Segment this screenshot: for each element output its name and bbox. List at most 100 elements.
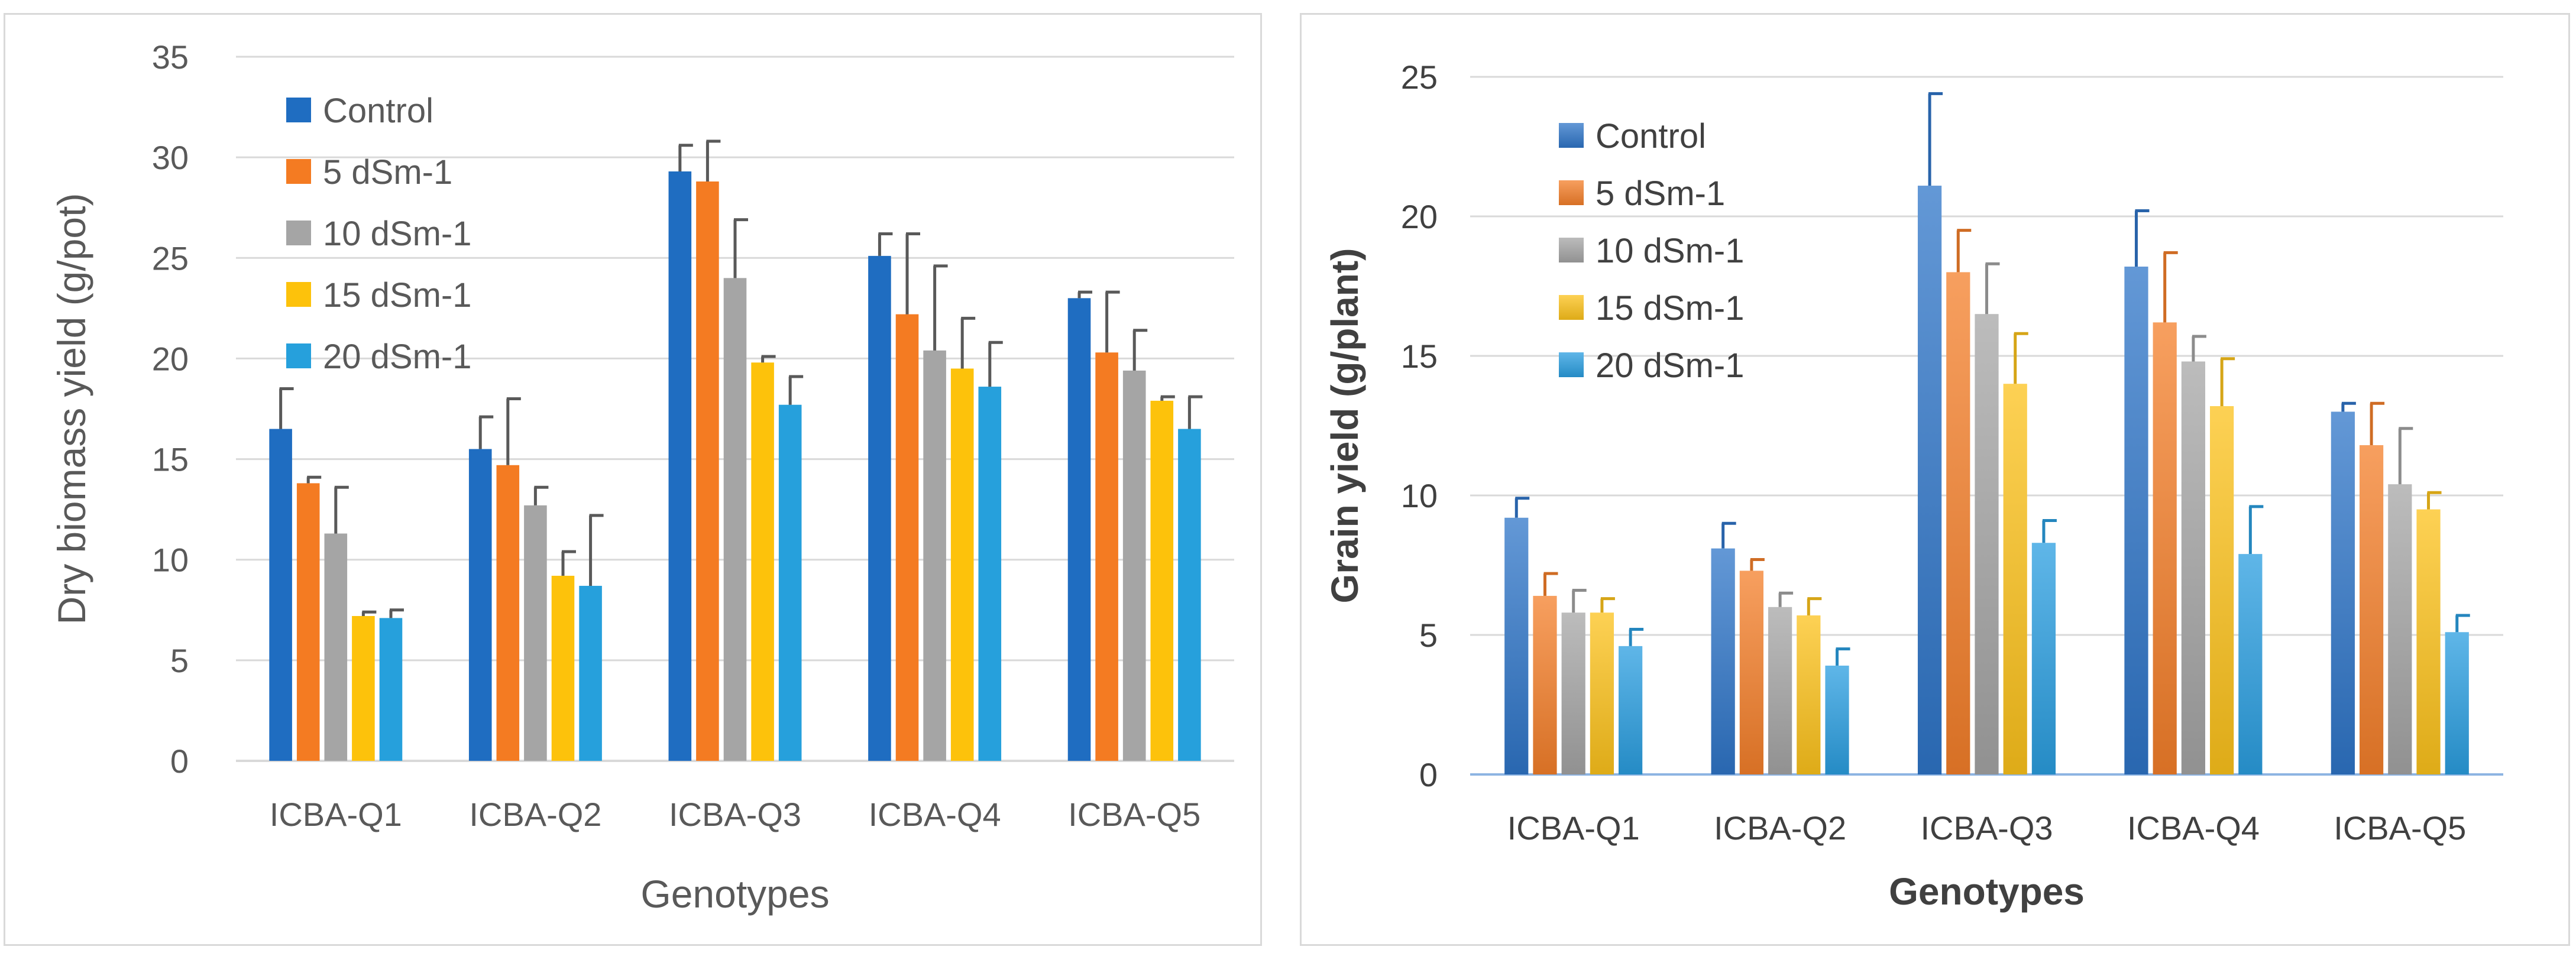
bar-control-icba-q1	[269, 429, 292, 761]
bar-5-dsm-1-icba-q5	[1095, 352, 1118, 761]
x-tick-label: ICBA-Q1	[270, 796, 402, 833]
bar-5-dsm-1-icba-q1	[1533, 595, 1557, 774]
bar-5-dsm-1-icba-q4	[2153, 322, 2177, 774]
bar-10-dsm-1-icba-q1	[324, 533, 348, 761]
legend-label: 10 dSm-1	[1596, 232, 1744, 270]
bar-15-dsm-1-icba-q4	[950, 368, 974, 761]
y-tick-label: 20	[152, 340, 189, 377]
y-tick-label: 0	[170, 743, 189, 780]
y-axis-title: Dry biomass yield (g/pot)	[50, 193, 93, 625]
bar-10-dsm-1-icba-q5	[2388, 484, 2412, 774]
y-tick-label: 10	[1401, 477, 1438, 514]
y-tick-label: 20	[1401, 198, 1438, 235]
bar-20-dsm-1-icba-q4	[2238, 554, 2263, 774]
bar-20-dsm-1-icba-q5	[1178, 429, 1201, 761]
y-axis-title: Grain yield (g/plant)	[1323, 248, 1366, 604]
bar-15-dsm-1-icba-q4	[2210, 406, 2234, 774]
bar-5-dsm-1-icba-q3	[696, 181, 719, 761]
bar-15-dsm-1-icba-q3	[751, 362, 774, 761]
legend-swatch	[286, 221, 311, 245]
bar-5-dsm-1-icba-q1	[296, 483, 320, 761]
bar-15-dsm-1-icba-q5	[2416, 509, 2441, 774]
x-tick-label: ICBA-Q4	[2127, 809, 2260, 847]
bar-control-icba-q2	[468, 449, 492, 761]
bar-5-dsm-1-icba-q4	[895, 314, 919, 761]
x-tick-label: ICBA-Q1	[1507, 809, 1640, 847]
legend-swatch	[1559, 352, 1584, 377]
legend-swatch	[286, 159, 311, 184]
legend-label: 20 dSm-1	[323, 338, 471, 376]
bar-10-dsm-1-icba-q1	[1561, 612, 1585, 774]
x-tick-label: ICBA-Q3	[1920, 809, 2053, 847]
y-tick-label: 10	[152, 542, 189, 579]
bar-control-icba-q5	[1067, 298, 1091, 761]
bar-control-icba-q4	[2124, 266, 2148, 775]
bar-10-dsm-1-icba-q3	[1975, 314, 1999, 774]
bar-10-dsm-1-icba-q4	[923, 350, 946, 761]
bar-control-icba-q1	[1504, 517, 1529, 774]
x-tick-label: ICBA-Q2	[469, 796, 601, 833]
legend-label: 5 dSm-1	[1596, 174, 1725, 213]
x-axis-title: Genotypes	[640, 872, 829, 916]
y-tick-label: 5	[1419, 617, 1438, 654]
bar-10-dsm-1-icba-q3	[723, 278, 747, 761]
bar-15-dsm-1-icba-q5	[1150, 400, 1174, 761]
bar-15-dsm-1-icba-q1	[1590, 612, 1614, 774]
x-tick-label: ICBA-Q5	[2334, 809, 2466, 847]
bar-20-dsm-1-icba-q4	[978, 387, 1002, 761]
x-axis-title: Genotypes	[1889, 870, 2085, 913]
bar-control-icba-q2	[1711, 548, 1735, 774]
chart-panel-dry-biomass: 0 5 10 15 20 25 30 35 ICBA-Q1 ICBA-Q2 ICBA-Q3 ICBA-…	[4, 13, 1262, 946]
x-tick-label: ICBA-Q2	[1714, 809, 1846, 847]
legend-swatch	[1559, 238, 1584, 262]
legend-swatch	[1559, 123, 1584, 148]
bar-20-dsm-1-icba-q1	[1619, 646, 1643, 774]
y-tick-label: 30	[152, 139, 189, 176]
legend-swatch	[1559, 180, 1584, 205]
bar-control-icba-q5	[2331, 411, 2355, 774]
y-tick-label: 0	[1419, 756, 1438, 793]
y-tick-label: 35	[152, 38, 189, 76]
bar-20-dsm-1-icba-q3	[2031, 543, 2056, 774]
x-tick-label: ICBA-Q3	[669, 796, 801, 833]
legend-label: Control	[323, 92, 433, 130]
legend-swatch	[286, 98, 311, 122]
legend-swatch	[1559, 295, 1584, 320]
bar-15-dsm-1-icba-q1	[352, 615, 375, 761]
chart-grain-yield: 0 5 10 15 20 25 ICBA-Q1 ICBA-Q2 ICBA-Q3 ICBA-Q4 IC…	[1323, 59, 2503, 913]
bar-control-icba-q3	[668, 171, 692, 761]
chart-panel-grain-yield: 0 5 10 15 20 25 ICBA-Q1 ICBA-Q2 ICBA-Q3 ICBA-Q4 IC…	[1300, 13, 2570, 946]
legend-label: 10 dSm-1	[323, 215, 471, 253]
bar-10-dsm-1-icba-q2	[1768, 607, 1792, 774]
bar-20-dsm-1-icba-q2	[579, 585, 602, 761]
bar-15-dsm-1-icba-q2	[551, 575, 575, 761]
legend-label: Control	[1596, 117, 1706, 155]
y-tick-label: 15	[152, 441, 189, 478]
legend-label: 15 dSm-1	[323, 276, 471, 315]
legend-label: 15 dSm-1	[1596, 289, 1744, 328]
bar-20-dsm-1-icba-q1	[379, 618, 403, 761]
bar-20-dsm-1-icba-q5	[2445, 632, 2469, 774]
chart-dry-biomass: 0 5 10 15 20 25 30 35 ICBA-Q1 ICBA-Q2 ICBA-Q3 ICBA-…	[50, 38, 1234, 916]
bar-5-dsm-1-icba-q5	[2359, 445, 2384, 774]
bar-10-dsm-1-icba-q5	[1122, 370, 1146, 761]
legend-label: 20 dSm-1	[1596, 346, 1744, 385]
legend-swatch	[286, 282, 311, 307]
bar-5-dsm-1-icba-q3	[1946, 272, 1970, 774]
bar-control-icba-q3	[1917, 186, 1942, 775]
x-tick-label: ICBA-Q5	[1068, 796, 1200, 833]
bar-15-dsm-1-icba-q3	[2003, 384, 2027, 774]
y-tick-label: 5	[170, 642, 189, 679]
bar-20-dsm-1-icba-q3	[778, 404, 802, 761]
y-tick-label: 25	[152, 239, 189, 277]
x-tick-label: ICBA-Q4	[869, 796, 1001, 833]
bar-10-dsm-1-icba-q2	[524, 505, 547, 761]
bar-10-dsm-1-icba-q4	[2181, 361, 2206, 774]
bar-5-dsm-1-icba-q2	[1739, 570, 1763, 774]
bar-15-dsm-1-icba-q2	[1797, 615, 1821, 774]
bar-5-dsm-1-icba-q2	[496, 465, 520, 761]
y-tick-label: 15	[1401, 338, 1438, 375]
legend-swatch	[286, 343, 311, 368]
bar-control-icba-q4	[868, 255, 891, 761]
y-tick-label: 25	[1401, 59, 1438, 96]
